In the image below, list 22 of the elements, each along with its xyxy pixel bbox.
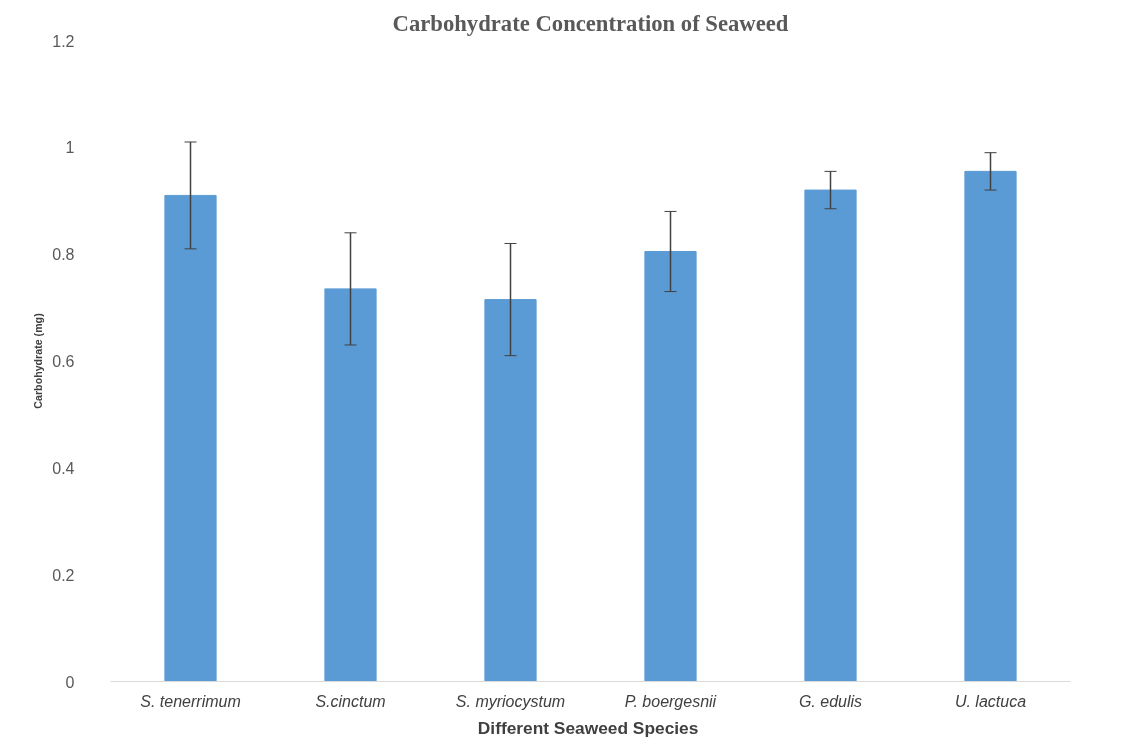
x-tick-label: S.cinctum xyxy=(315,692,386,710)
x-tick-label: G. edulis xyxy=(798,692,863,710)
y-tick-label: 0 xyxy=(65,673,75,691)
bar xyxy=(324,288,377,682)
y-tick-label: 0.8 xyxy=(52,246,75,264)
y-tick-label: 0.6 xyxy=(52,353,75,370)
x-tick-label: S. tenerrimum xyxy=(140,692,241,710)
bar xyxy=(644,251,697,682)
bar xyxy=(964,170,1017,682)
y-tick-label: 1.2 xyxy=(52,32,75,50)
y-axis-title: Carbohydrate (mg) xyxy=(32,312,45,409)
y-tick-label: 0.4 xyxy=(52,459,75,477)
bar xyxy=(164,194,217,682)
x-tick-label: S. myriocystum xyxy=(455,692,566,710)
bar xyxy=(484,299,537,682)
x-tick-label: U. lactuca xyxy=(954,692,1027,710)
x-axis-title: Different Seaweed Species xyxy=(477,717,699,738)
x-tick-label: P. boergesnii xyxy=(624,692,717,710)
bar xyxy=(804,189,857,682)
chart-title: Carbohydrate Concentration of Seaweed xyxy=(392,10,789,36)
y-tick-label: 1 xyxy=(65,139,75,157)
y-tick-label: 0.2 xyxy=(52,566,75,584)
